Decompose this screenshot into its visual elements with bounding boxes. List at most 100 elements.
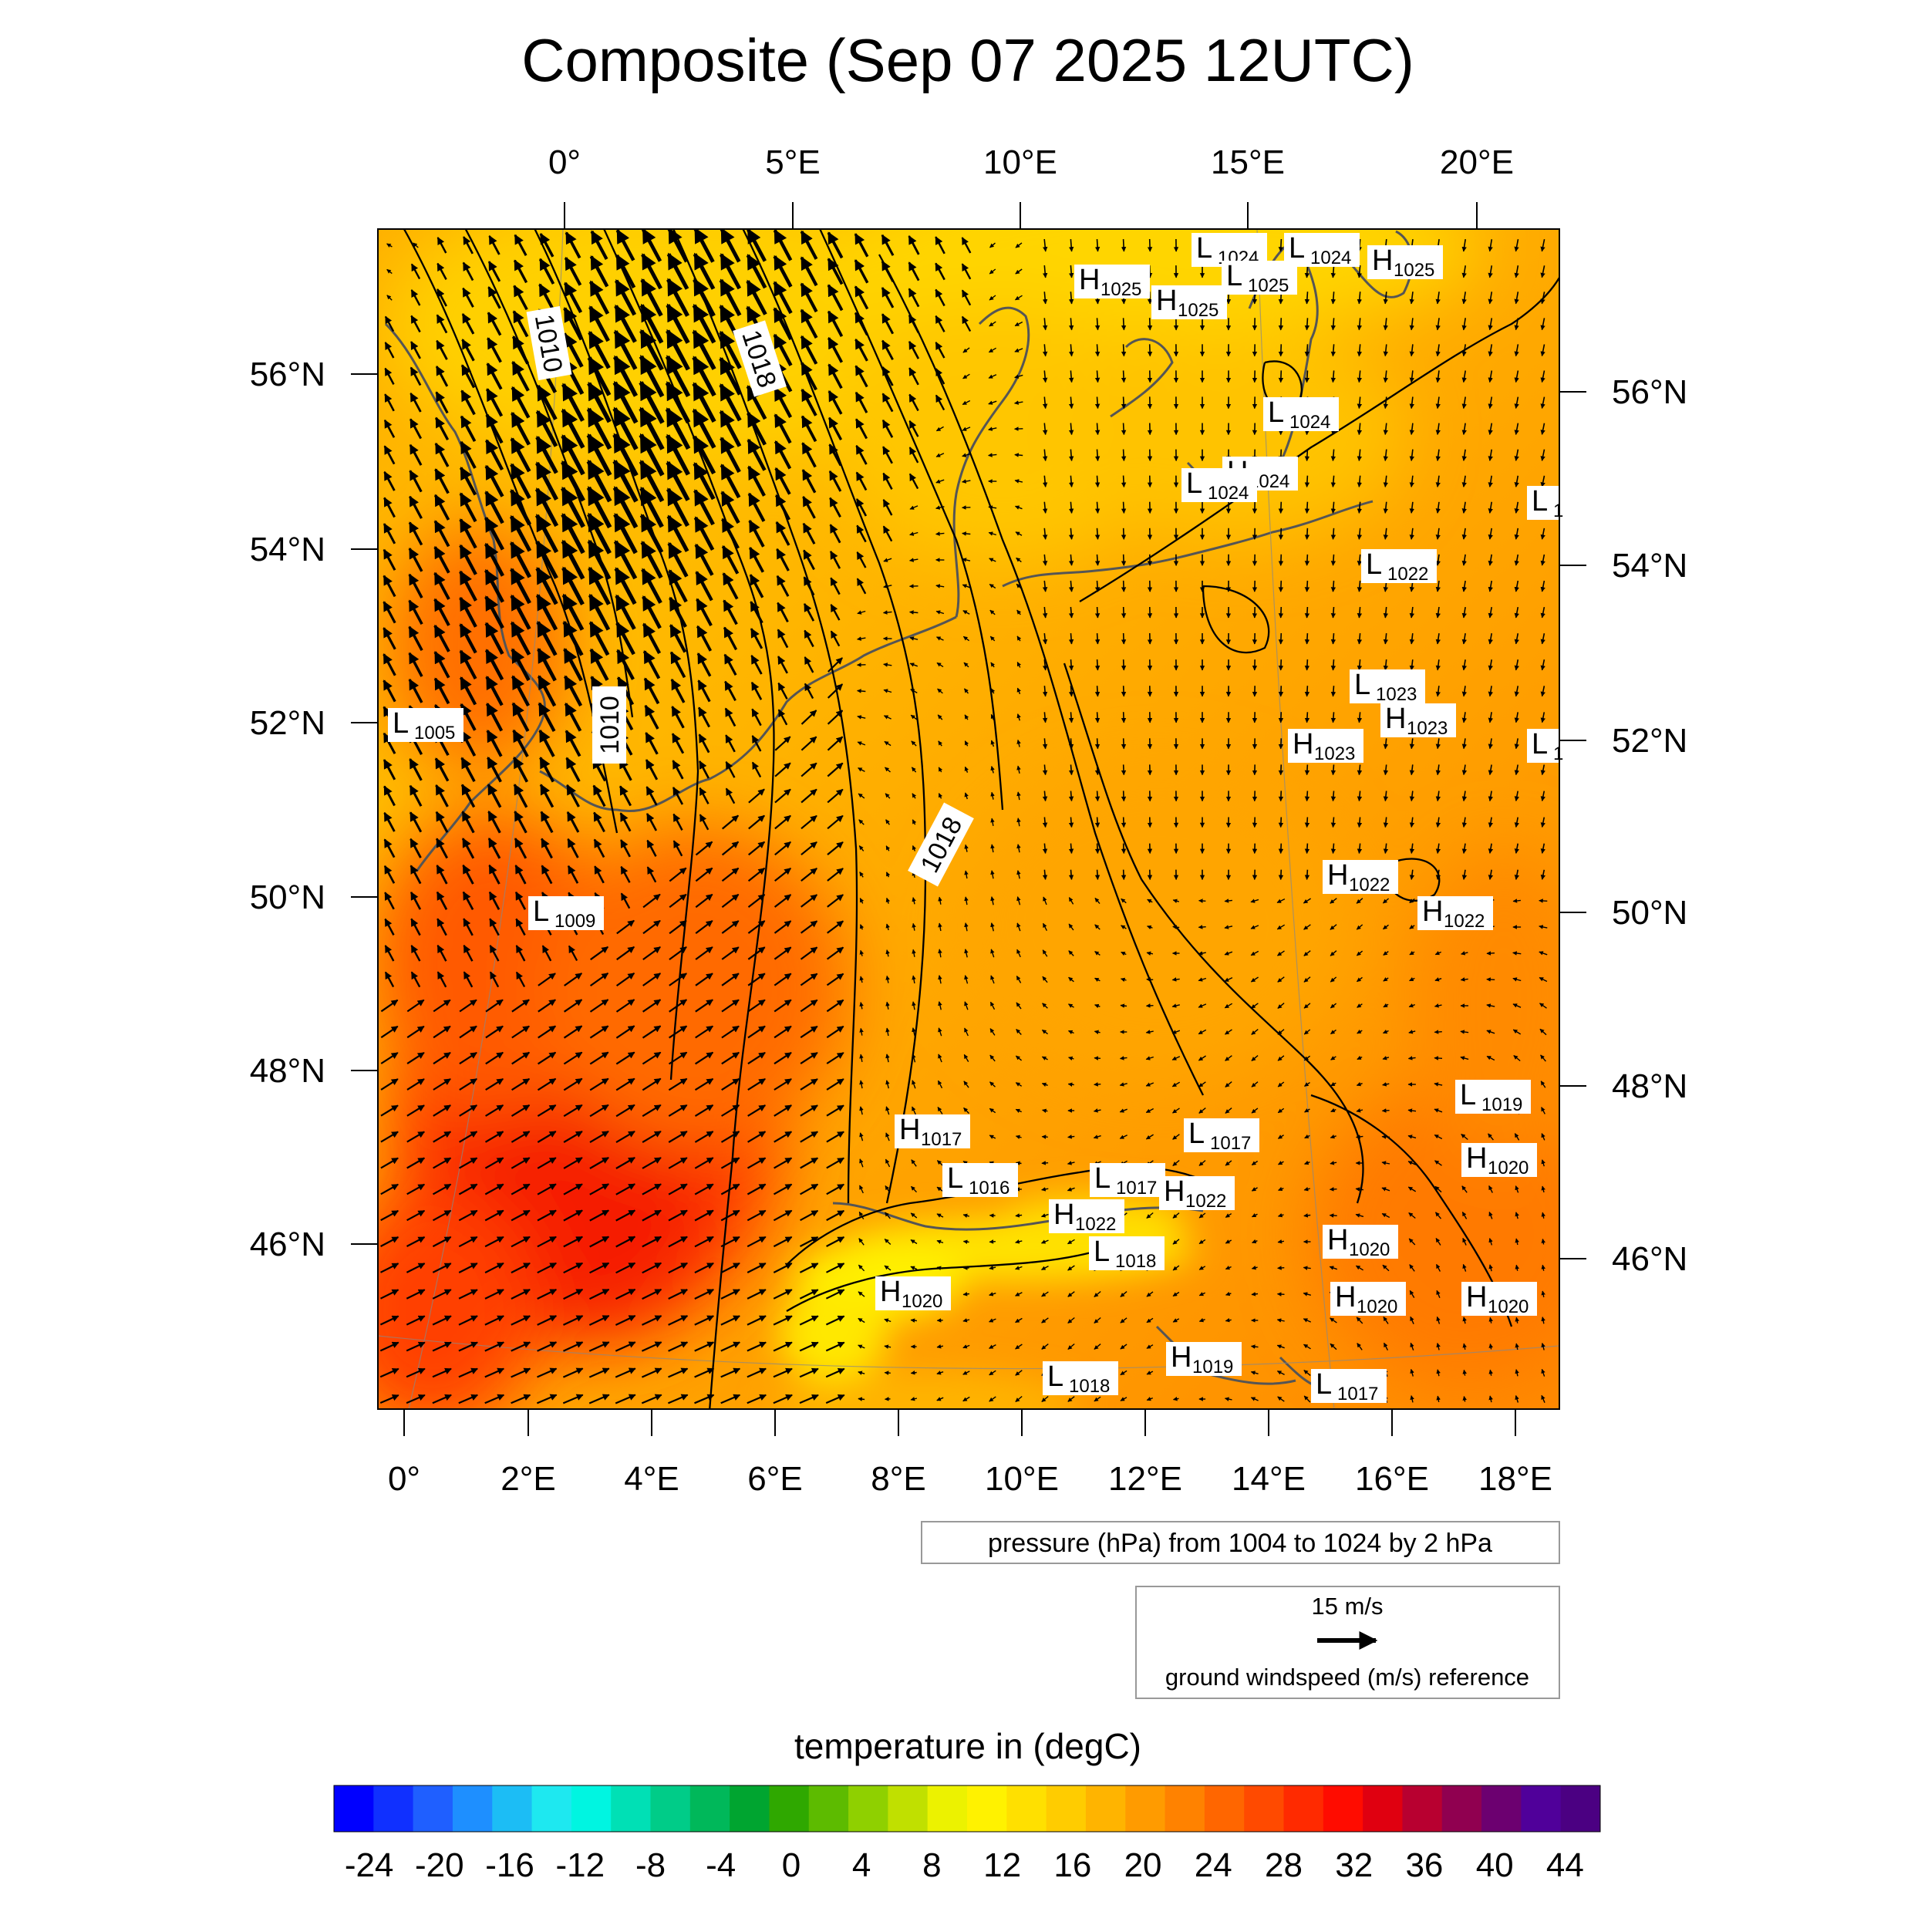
pressure-center-letter: H xyxy=(1327,1224,1348,1256)
colorbar-swatch xyxy=(730,1785,770,1832)
pressure-center-value: 1017 xyxy=(1210,1133,1251,1154)
wind-arrow xyxy=(1071,818,1072,828)
pressure-center-letter: L xyxy=(1094,1236,1110,1268)
colorbar-swatch xyxy=(1442,1785,1482,1832)
pressure-center-value: 1 xyxy=(1553,501,1563,521)
wind-arrow xyxy=(1150,318,1151,330)
wind-arrow xyxy=(1539,901,1548,902)
wind-arrow xyxy=(1307,265,1308,278)
wind-arrow xyxy=(1042,1163,1048,1164)
wind-arrow xyxy=(1097,344,1098,356)
wind-arrow xyxy=(1097,712,1098,722)
colorbar-swatch xyxy=(967,1785,1007,1832)
wind-arrow xyxy=(1281,555,1282,565)
wind-arrow xyxy=(1281,818,1282,828)
colorbar-tick-label: 12 xyxy=(983,1846,1021,1884)
wind-arrow xyxy=(1307,659,1308,670)
wind-arrow xyxy=(1071,844,1072,854)
pressure-center-letter: H xyxy=(1385,703,1406,735)
pressure-center-value: 1024 xyxy=(1208,483,1249,504)
wind-arrow xyxy=(1281,502,1282,514)
wind-arrow xyxy=(1333,844,1334,854)
pressure-center-value: 1022 xyxy=(1075,1214,1116,1235)
wind-arrow xyxy=(1071,686,1072,696)
colorbar-swatch xyxy=(848,1785,888,1832)
right-latitude-axis xyxy=(1559,392,1586,1259)
wind-arrow xyxy=(1097,791,1098,801)
wind-arrow xyxy=(1307,344,1308,356)
wind-arrow xyxy=(1042,1137,1048,1138)
pressure-center-value: 1025 xyxy=(1394,260,1434,281)
wind-arrow xyxy=(1333,712,1334,722)
bottom-lon-label-16e: 16°E xyxy=(1355,1460,1429,1498)
wind-arrow xyxy=(1307,844,1308,854)
colorbar-swatch xyxy=(1205,1785,1245,1832)
right-lat-label-52n: 52°N xyxy=(1612,722,1687,760)
colorbar-tick-label: 28 xyxy=(1265,1846,1303,1884)
pressure-center-value: 1022 xyxy=(1185,1191,1226,1212)
pressure-center-value: 1020 xyxy=(1357,1296,1397,1317)
wind-arrow xyxy=(1307,686,1308,696)
pressure-center-value: 1024 xyxy=(1289,412,1330,433)
wind-arrow xyxy=(1307,292,1308,304)
bottom-lon-label-2e: 2°E xyxy=(501,1460,555,1498)
colorbar-title: temperature in (degC) xyxy=(794,1726,1141,1766)
bottom-lon-label-6e: 6°E xyxy=(747,1460,802,1498)
colorbar-swatch xyxy=(532,1785,572,1832)
pressure-info-box: pressure (hPa) from 1004 to 1024 by 2 hP… xyxy=(922,1522,1559,1563)
wind-arrow xyxy=(1333,791,1334,801)
pressure-center-letter: H xyxy=(1466,1142,1487,1175)
colorbar-swatch xyxy=(611,1785,651,1832)
wind-arrow xyxy=(1094,1084,1101,1085)
bottom-lon-label-8e: 8°E xyxy=(871,1460,925,1498)
wind-arrow xyxy=(1307,502,1308,514)
wind-arrow xyxy=(1434,1058,1442,1059)
pressure-center-letter: L xyxy=(1196,232,1212,265)
pressure-center-value: 1020 xyxy=(1488,1296,1529,1317)
wind-arrow xyxy=(1333,686,1334,696)
wind-arrow xyxy=(1281,344,1282,356)
wind-reference-speed: 15 m/s xyxy=(1311,1593,1383,1620)
wind-arrow xyxy=(1097,738,1098,748)
pressure-center-value: 1017 xyxy=(1116,1178,1157,1199)
wind-arrow xyxy=(1071,764,1072,774)
colorbar-swatch xyxy=(413,1785,453,1832)
top-lon-label-0: 0° xyxy=(548,143,581,181)
wind-arrow xyxy=(1281,764,1282,774)
wind-arrow xyxy=(1333,555,1334,565)
colorbar-swatch xyxy=(690,1785,730,1832)
colorbar-swatch xyxy=(1086,1785,1126,1832)
colorbar-tick-label: 32 xyxy=(1335,1846,1373,1884)
colorbar-tick-label: 4 xyxy=(852,1846,871,1884)
wind-arrow xyxy=(1097,528,1098,539)
pressure-center-letter: H xyxy=(1156,285,1177,317)
colorbar-tick-label: -20 xyxy=(415,1846,464,1884)
bottom-longitude-labels: 0° 2°E 4°E 6°E 8°E 10°E 12°E 14°E 16°E 1… xyxy=(388,1460,1552,1498)
pressure-center-value: 1025 xyxy=(1101,279,1141,300)
wind-arrow xyxy=(1150,239,1151,251)
pressure-center-value: 1025 xyxy=(1248,275,1289,296)
bottom-lon-label-14e: 14°E xyxy=(1232,1460,1306,1498)
left-lat-label-52n: 52°N xyxy=(250,704,325,742)
colorbar-tick-label: -4 xyxy=(706,1846,736,1884)
top-lon-label-5e: 5°E xyxy=(765,143,820,181)
wind-arrow xyxy=(911,1320,917,1321)
colorbar-tick-label: -12 xyxy=(555,1846,605,1884)
pressure-center-letter: L xyxy=(1532,485,1548,518)
colorbar-swatch xyxy=(1363,1785,1403,1832)
map-title: Composite (Sep 07 2025 12UTC) xyxy=(521,26,1414,94)
left-lat-label-50n: 50°N xyxy=(250,878,325,916)
pressure-center-letter: H xyxy=(1335,1281,1356,1313)
